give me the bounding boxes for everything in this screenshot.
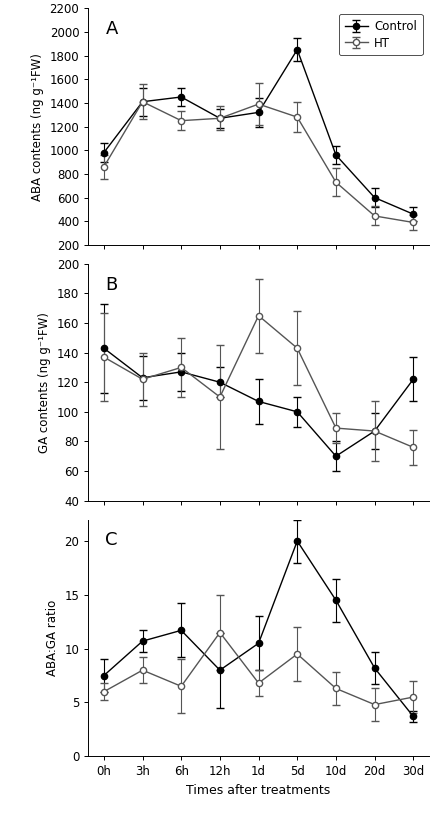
X-axis label: Times after treatments: Times after treatments bbox=[187, 784, 331, 797]
Y-axis label: ABA:GA ratio: ABA:GA ratio bbox=[46, 600, 59, 676]
Y-axis label: GA contents (ng g⁻¹FW): GA contents (ng g⁻¹FW) bbox=[38, 312, 51, 453]
Legend: Control, HT: Control, HT bbox=[339, 14, 423, 55]
Y-axis label: ABA contents (ng g⁻¹FW): ABA contents (ng g⁻¹FW) bbox=[31, 53, 44, 201]
Text: C: C bbox=[106, 531, 118, 549]
Text: A: A bbox=[106, 20, 118, 38]
Text: B: B bbox=[106, 275, 118, 293]
